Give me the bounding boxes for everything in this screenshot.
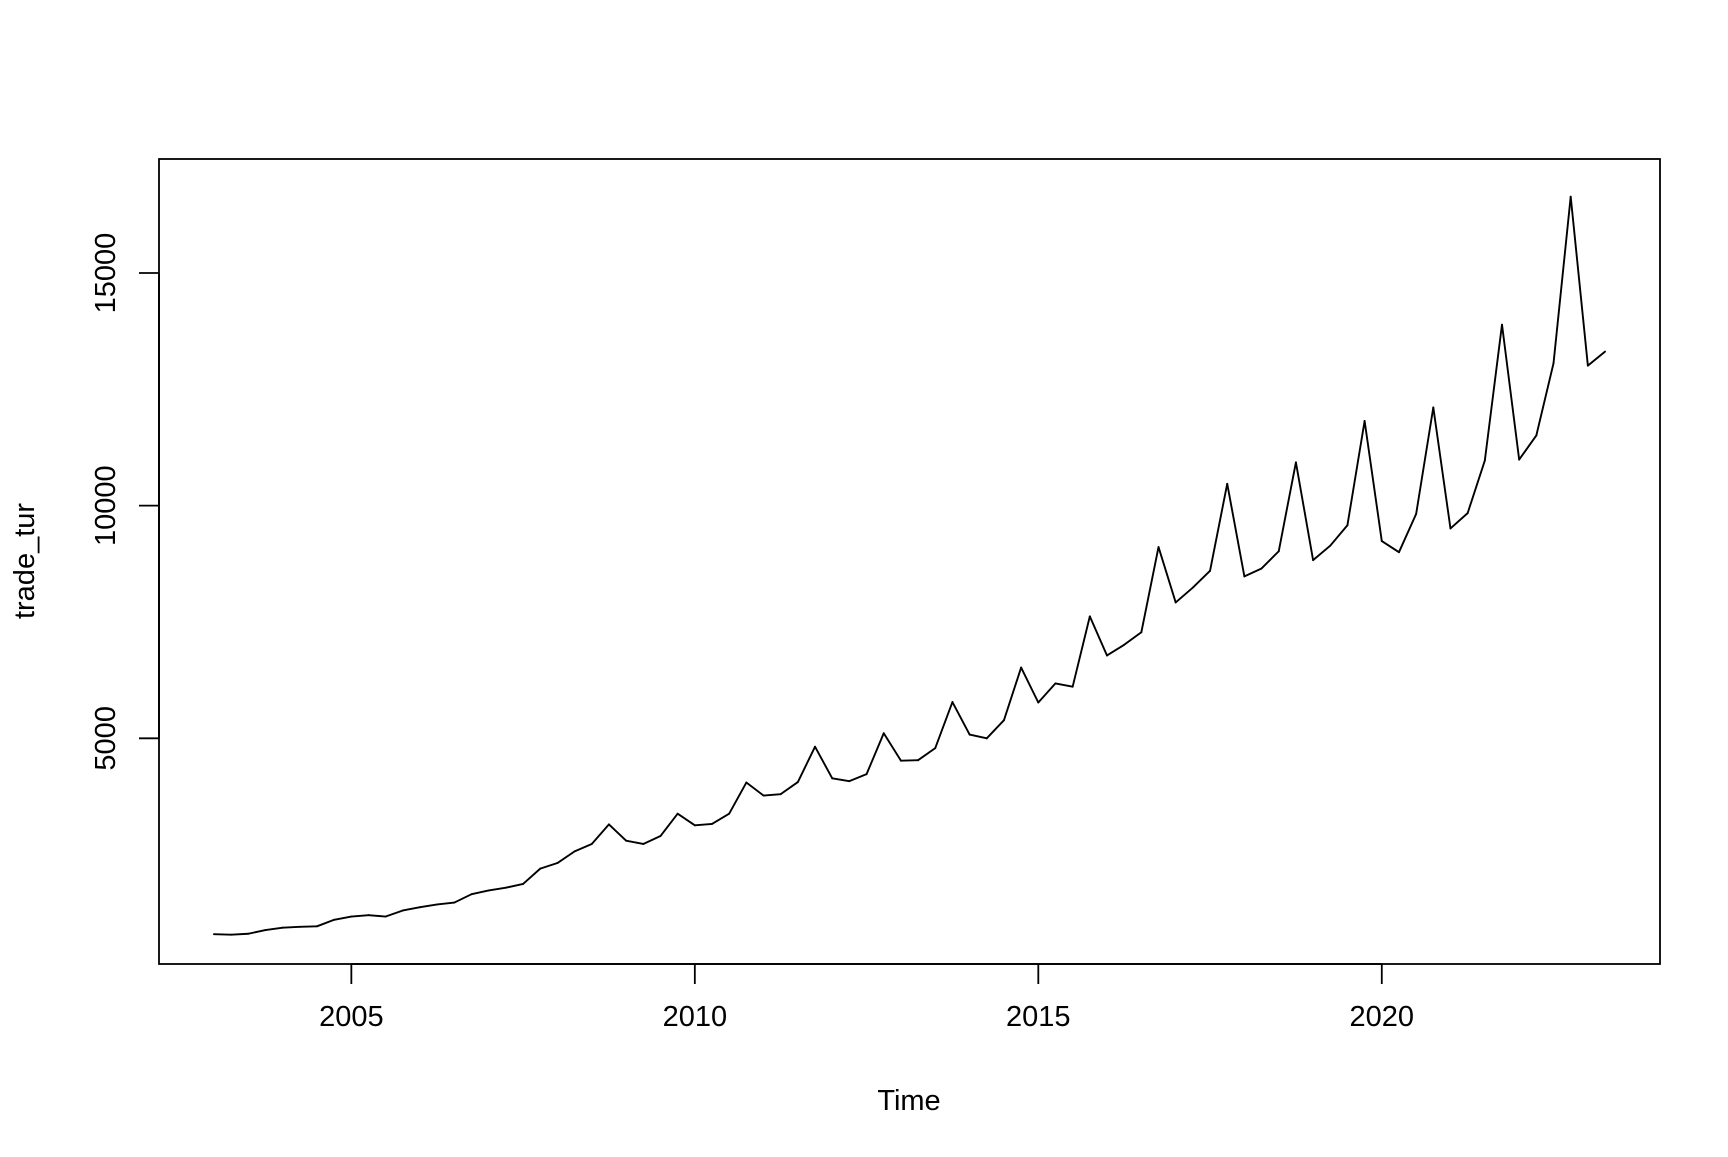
series-line — [214, 197, 1605, 935]
line-segment — [1021, 668, 1038, 703]
line-segment — [1313, 546, 1330, 560]
line-segment — [1485, 325, 1502, 461]
line-segment — [712, 814, 729, 824]
x-tick-label: 2015 — [1006, 1001, 1071, 1033]
line-segment — [746, 783, 763, 796]
y-tick-label: 10000 — [90, 465, 122, 546]
line-segment — [472, 890, 489, 894]
line-segment — [1210, 484, 1227, 571]
line-segment — [1090, 616, 1107, 655]
line-segment — [609, 824, 626, 840]
line-segment — [1519, 435, 1536, 459]
line-segment — [1382, 541, 1399, 552]
line-segment — [540, 863, 557, 869]
line-segment — [592, 824, 609, 844]
line-segment — [1141, 547, 1158, 632]
line-segment — [506, 884, 523, 888]
line-segment — [1227, 484, 1244, 577]
line-segment — [1038, 683, 1055, 702]
line-segment — [1124, 632, 1141, 645]
plot-area-frame — [159, 159, 1660, 964]
line-segment — [1433, 407, 1450, 528]
line-segment — [952, 702, 969, 735]
line-segment — [695, 824, 712, 825]
line-segment — [1193, 571, 1210, 588]
line-segment — [351, 915, 368, 916]
line-segment — [815, 747, 832, 779]
line-segment — [369, 915, 386, 916]
x-tick-label: 2010 — [663, 1001, 728, 1033]
line-segment — [1399, 514, 1416, 552]
line-segment — [781, 782, 798, 794]
line-segment — [386, 910, 403, 916]
line-segment — [970, 735, 987, 739]
line-segment — [1347, 421, 1364, 525]
line-segment — [1262, 551, 1279, 568]
x-axis-title: Time — [877, 1085, 940, 1117]
x-tick-label: 2020 — [1350, 1001, 1415, 1033]
line-segment — [1365, 421, 1382, 541]
line-segment — [1502, 325, 1519, 460]
y-tick-label: 5000 — [90, 706, 122, 771]
line-segment — [437, 903, 454, 905]
line-segment — [1055, 683, 1072, 686]
line-segment — [1588, 352, 1605, 366]
line-segment — [884, 733, 901, 760]
line-segment — [231, 934, 248, 935]
line-segment — [626, 841, 643, 844]
line-segment — [1296, 462, 1313, 560]
line-segment — [403, 907, 420, 910]
line-segment — [867, 733, 884, 774]
line-segment — [557, 851, 574, 863]
line-segment — [248, 930, 265, 934]
line-segment — [987, 720, 1004, 738]
line-segment — [1107, 645, 1124, 656]
line-segment — [1554, 197, 1571, 364]
line-segment — [660, 814, 677, 836]
line-segment — [729, 783, 746, 814]
line-segment — [832, 778, 849, 781]
line-segment — [1159, 547, 1176, 602]
line-segment — [1073, 616, 1090, 686]
series-group — [214, 197, 1605, 935]
line-segment — [1416, 407, 1433, 514]
line-segment — [798, 747, 815, 782]
line-segment — [1571, 197, 1588, 366]
line-segment — [523, 869, 540, 884]
line-segment — [1004, 668, 1021, 721]
line-segment — [283, 927, 300, 928]
line-segment — [643, 836, 660, 844]
line-segment — [1330, 525, 1347, 545]
line-segment — [454, 894, 471, 902]
x-tick-label: 2005 — [319, 1001, 384, 1033]
line-segment — [1468, 461, 1485, 514]
y-tick-label: 15000 — [90, 233, 122, 314]
line-segment — [849, 774, 866, 781]
line-segment — [935, 702, 952, 748]
x-axis: 2005 2010 2015 2020 — [319, 964, 1414, 1033]
line-segment — [334, 917, 351, 920]
line-segment — [489, 888, 506, 891]
line-segment — [420, 904, 437, 907]
line-segment — [918, 748, 935, 760]
line-segment — [764, 794, 781, 795]
line-segment — [265, 928, 282, 930]
line-segment — [678, 814, 695, 826]
y-axis: 5000 10000 15000 — [90, 233, 159, 771]
line-segment — [1450, 513, 1467, 528]
line-segment — [1244, 568, 1261, 576]
line-segment — [1536, 363, 1553, 435]
line-segment — [317, 920, 334, 927]
line-segment — [575, 844, 592, 851]
y-axis-title: trade_tur — [9, 503, 41, 619]
line-segment — [1279, 462, 1296, 551]
line-segment — [1176, 588, 1193, 603]
